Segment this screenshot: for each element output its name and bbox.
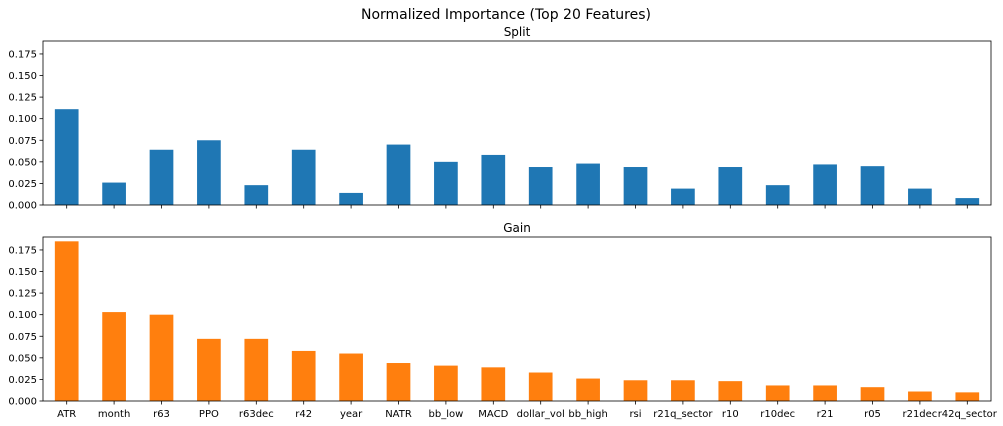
x-tick-label: bb_low bbox=[429, 409, 464, 420]
y-tick-label: 0.050 bbox=[8, 353, 37, 364]
x-tick-label: r21dec bbox=[902, 409, 937, 420]
bar-bb_high bbox=[576, 163, 600, 205]
bar-r63dec bbox=[244, 185, 269, 205]
bar-month bbox=[102, 312, 126, 401]
y-tick-label: 0.125 bbox=[8, 289, 37, 300]
bar-r63dec bbox=[244, 338, 269, 401]
bar-r05 bbox=[860, 166, 885, 205]
axes-frame bbox=[42, 236, 992, 402]
axes-frame bbox=[42, 40, 992, 206]
y-tick-label: 0.100 bbox=[8, 310, 37, 321]
y-tick-label: 0.150 bbox=[8, 267, 37, 278]
x-tick-label: dollar_vol bbox=[517, 409, 565, 420]
bar-year bbox=[339, 192, 363, 205]
bar-r05 bbox=[860, 387, 885, 401]
bar-r21 bbox=[813, 164, 837, 205]
x-tick-label: ATR bbox=[57, 409, 76, 420]
y-tick-label: 0.125 bbox=[8, 93, 37, 104]
y-tick-label: 0.075 bbox=[8, 332, 37, 343]
bar-r21q_sector bbox=[671, 380, 695, 401]
bar-r21 bbox=[813, 385, 837, 401]
subplot-title: Split bbox=[504, 25, 531, 39]
x-tick-label: rsi bbox=[629, 409, 641, 420]
bar-month bbox=[102, 182, 126, 205]
bar-r63 bbox=[149, 149, 174, 205]
figure-title: Normalized Importance (Top 20 Features) bbox=[361, 7, 651, 23]
x-tick-label: r21q_sector bbox=[653, 409, 713, 420]
x-tick-label: r05 bbox=[864, 409, 881, 420]
bar-bb_low bbox=[434, 365, 458, 401]
bar-ATR bbox=[54, 241, 79, 401]
bar-r10 bbox=[718, 381, 743, 401]
x-tick-label: PPO bbox=[199, 409, 219, 420]
x-tick-label: year bbox=[340, 409, 363, 420]
bar-PPO bbox=[197, 338, 221, 401]
bar-r42 bbox=[291, 149, 316, 205]
x-tick-label: r63 bbox=[153, 409, 170, 420]
x-tick-label: NATR bbox=[385, 409, 412, 420]
x-tick-label: bb_high bbox=[568, 409, 608, 420]
y-tick-label: 0.000 bbox=[8, 201, 37, 212]
x-tick-label: r42 bbox=[295, 409, 312, 420]
bar-dollar_vol bbox=[528, 372, 553, 401]
x-tick-label: r42q_sector bbox=[938, 409, 998, 420]
bar-bb_high bbox=[576, 378, 600, 401]
bar-r10 bbox=[718, 167, 743, 205]
x-tick-label: r21 bbox=[817, 409, 834, 420]
y-tick-label: 0.025 bbox=[8, 179, 37, 190]
y-tick-label: 0.150 bbox=[8, 71, 37, 82]
x-tick-label: month bbox=[98, 409, 130, 420]
bar-MACD bbox=[481, 367, 506, 401]
bar-MACD bbox=[481, 154, 506, 205]
bar-r10dec bbox=[765, 185, 790, 205]
bar-r21dec bbox=[908, 391, 932, 401]
y-tick-label: 0.075 bbox=[8, 136, 37, 147]
y-tick-label: 0.025 bbox=[8, 375, 37, 386]
bar-year bbox=[339, 353, 363, 401]
x-tick-label: MACD bbox=[478, 409, 508, 420]
subplot-title: Gain bbox=[503, 221, 531, 235]
y-tick-label: 0.175 bbox=[8, 245, 37, 256]
y-tick-label: 0.000 bbox=[8, 397, 37, 408]
bar-PPO bbox=[197, 140, 221, 205]
y-tick-label: 0.050 bbox=[8, 157, 37, 168]
x-tick-label: r10 bbox=[722, 409, 739, 420]
bar-NATR bbox=[386, 363, 411, 401]
bar-r21q_sector bbox=[671, 188, 695, 205]
x-tick-label: r10dec bbox=[760, 409, 795, 420]
bar-ATR bbox=[54, 109, 79, 205]
bar-r21dec bbox=[908, 188, 932, 205]
panel-split: Split 0.000 0.025 0.050 0.075 0.100 0.125 0.150… bbox=[8, 25, 992, 212]
bar-rsi bbox=[623, 380, 648, 401]
y-tick-label: 0.100 bbox=[8, 114, 37, 125]
bar-r42q_sector bbox=[955, 198, 980, 205]
bar-NATR bbox=[386, 144, 411, 205]
bar-rsi bbox=[623, 167, 648, 205]
panel-gain: Gain 0.000 0.025 0.050 0.075 0.100 0.125 0.150 0… bbox=[8, 221, 997, 420]
bar-bb_low bbox=[434, 161, 458, 205]
bar-r42 bbox=[291, 350, 316, 401]
x-tick-label: r63dec bbox=[239, 409, 274, 420]
bar-r63 bbox=[149, 314, 174, 401]
bar-r42q_sector bbox=[955, 392, 980, 401]
y-tick-label: 0.175 bbox=[8, 49, 37, 60]
bar-r10dec bbox=[765, 385, 790, 401]
bar-dollar_vol bbox=[528, 167, 553, 205]
